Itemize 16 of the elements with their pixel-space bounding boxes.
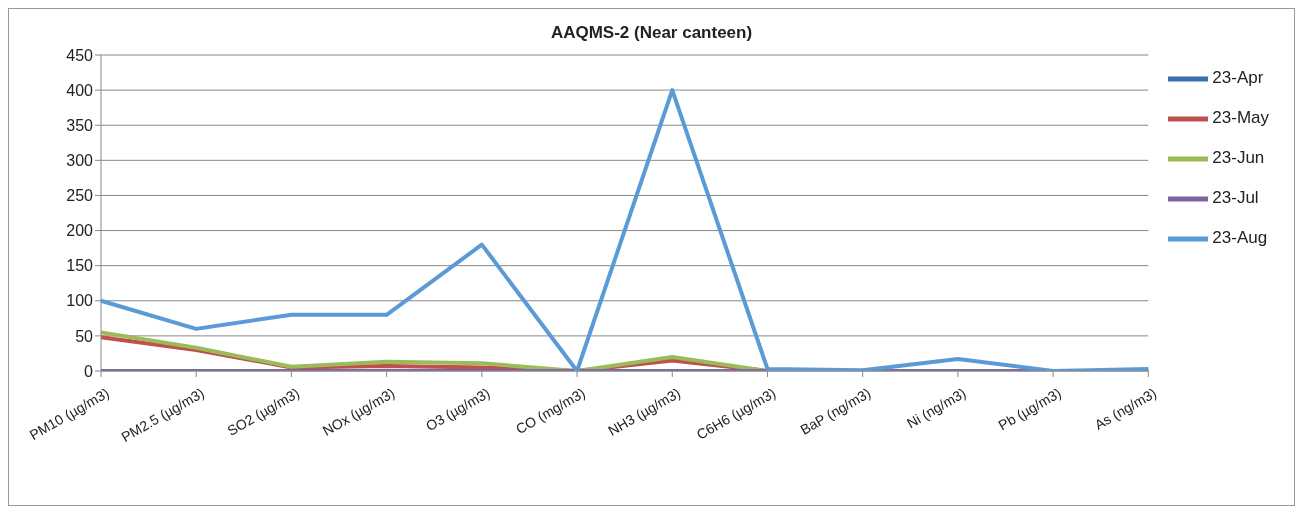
- y-tick-label: 0: [84, 362, 94, 380]
- legend-label: 23-Jul: [1212, 188, 1259, 208]
- y-tick-label: 100: [66, 292, 94, 310]
- legend-label: 23-Jun: [1212, 148, 1265, 168]
- y-tick-label: 50: [75, 327, 94, 345]
- legend-label: 23-Apr: [1212, 68, 1264, 88]
- chart-title: AAQMS-2 (Near canteen): [550, 23, 753, 42]
- y-tick-label: 350: [66, 116, 94, 134]
- y-tick-label: 450: [66, 46, 94, 64]
- y-tick-label: 400: [66, 81, 94, 99]
- y-tick-label: 250: [66, 187, 94, 205]
- legend-label: 23-May: [1212, 108, 1269, 128]
- y-tick-label: 200: [66, 222, 94, 240]
- legend-label: 23-Aug: [1212, 228, 1268, 248]
- y-tick-label: 150: [66, 257, 94, 275]
- y-tick-label: 300: [66, 152, 94, 170]
